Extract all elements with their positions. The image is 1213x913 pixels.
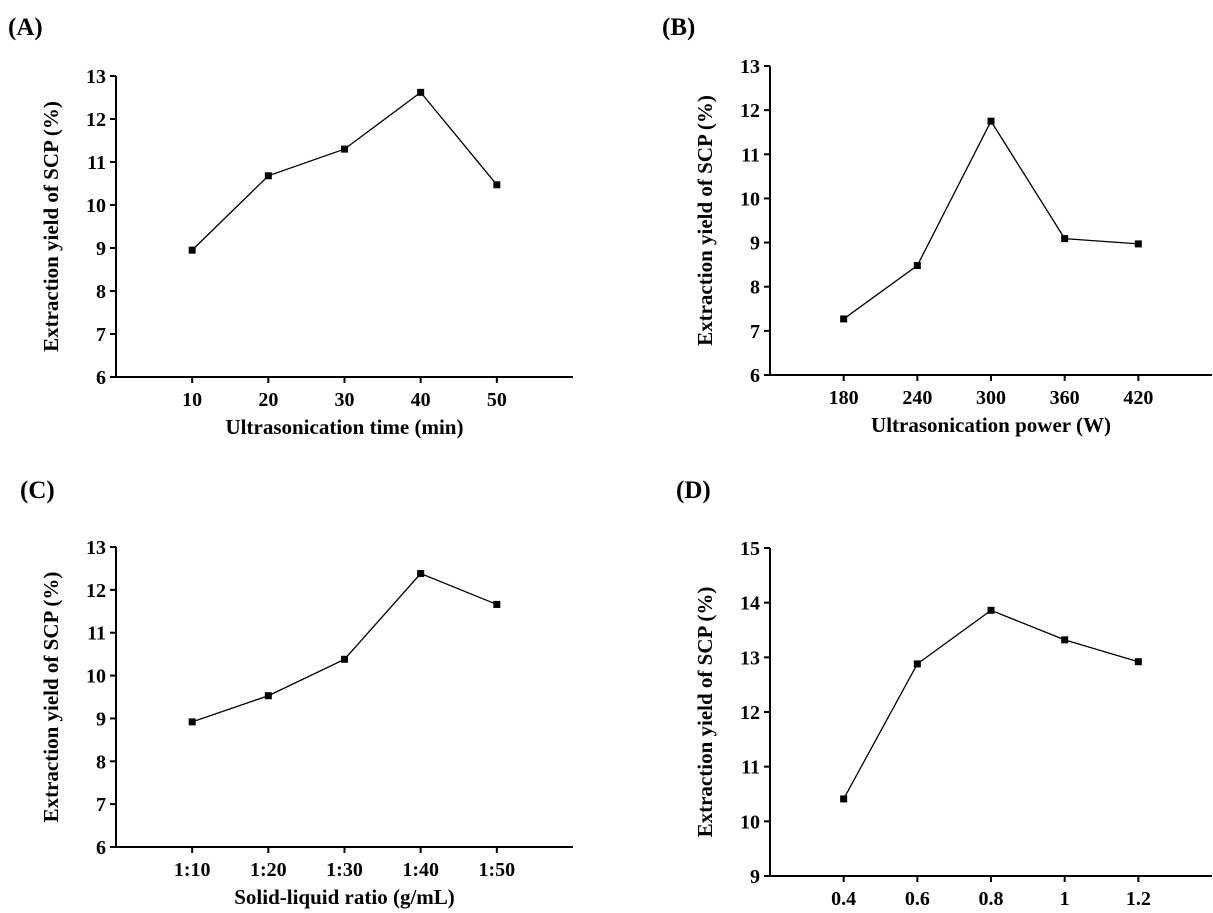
y-tick-label: 9 [750, 233, 760, 255]
y-tick-label: 8 [750, 277, 760, 299]
y-tick-label: 6 [96, 837, 106, 859]
x-tick-label: 10 [182, 389, 202, 411]
x-axis-title: Ultrasonication time (min) [226, 415, 464, 439]
y-tick-label: 13 [740, 56, 760, 78]
chart-panel: (A) 6 7 8 9 10 11 12 13 10 20 30 40 50 Ultrasonication… [8, 14, 573, 439]
data-point [1061, 636, 1069, 644]
series-line [843, 609, 1139, 800]
y-tick-label: 12 [740, 100, 760, 122]
y-axis-title: Extraction yield of SCP (%) [693, 95, 717, 346]
y-tick-label: 13 [740, 647, 760, 669]
y-tick-label: 12 [86, 109, 106, 131]
data-point [840, 795, 848, 803]
y-tick-label: 7 [750, 321, 760, 343]
x-tick-label: 1.2 [1126, 888, 1151, 910]
y-tick-label: 10 [740, 188, 760, 210]
y-tick-label: 9 [96, 708, 106, 730]
y-tick-label: 11 [741, 757, 760, 779]
panel-label: (B) [662, 14, 695, 41]
x-axis-title: Ultrasonication power (W) [871, 413, 1111, 437]
y-axis-title: Extraction yield of SCP (%) [39, 572, 63, 823]
panel-label: (D) [676, 477, 711, 504]
panel-label: (C) [20, 477, 55, 504]
y-tick-label: 12 [86, 580, 106, 602]
y-tick-label: 10 [740, 811, 760, 833]
y-tick-label: 12 [740, 702, 760, 724]
x-tick-label: 40 [411, 389, 431, 411]
data-point [493, 600, 501, 608]
y-axis-title: Extraction yield of SCP (%) [39, 101, 63, 352]
y-tick-label: 7 [96, 324, 106, 346]
x-tick-label: 300 [976, 387, 1006, 409]
data-point [1134, 658, 1142, 666]
chart-panel: (C) 6 7 8 9 10 11 12 13 1:10 1:20 1:30 1:40 1:50 Solid… [20, 477, 573, 909]
y-tick-label: 6 [750, 365, 760, 387]
data-point [1134, 240, 1142, 248]
y-tick-label: 10 [86, 666, 106, 688]
x-tick-label: 1:30 [326, 859, 363, 881]
x-tick-label: 20 [258, 389, 278, 411]
y-tick-label: 15 [740, 538, 760, 560]
data-point [417, 570, 425, 578]
series-line [843, 119, 1139, 320]
y-tick-label: 11 [87, 152, 106, 174]
y-tick-label: 13 [86, 537, 106, 559]
series-line [191, 91, 498, 251]
panel-label: (A) [8, 14, 43, 41]
data-point [987, 606, 995, 614]
data-point [341, 655, 348, 663]
x-axis-title: Solid-liquid ratio (g/mL) [234, 885, 455, 909]
chart-panel: (B) 6 7 8 9 10 11 12 13 180 240 300 360 420 Ultrasonic… [662, 14, 1212, 437]
y-tick-label: 6 [96, 367, 106, 389]
x-tick-label: 360 [1050, 387, 1080, 409]
y-axis-title: Extraction yield of SCP (%) [693, 587, 717, 838]
y-tick-label: 9 [96, 238, 106, 260]
x-tick-label: 0.8 [979, 888, 1004, 910]
x-tick-label: 0.6 [905, 888, 930, 910]
x-tick-label: 0.4 [831, 888, 856, 910]
x-tick-label: 1 [1060, 888, 1070, 910]
y-tick-label: 14 [740, 593, 760, 615]
data-point [341, 145, 348, 153]
y-tick-label: 13 [86, 66, 106, 88]
x-tick-label: 1:40 [402, 859, 439, 881]
x-tick-label: 30 [335, 389, 355, 411]
x-tick-label: 1:50 [478, 859, 515, 881]
data-point [493, 181, 501, 189]
y-tick-label: 10 [86, 195, 106, 217]
x-tick-label: 180 [829, 387, 859, 409]
data-point [264, 172, 272, 180]
y-tick-label: 9 [750, 866, 760, 888]
y-tick-label: 7 [96, 794, 106, 816]
data-point [188, 718, 196, 726]
x-tick-label: 240 [902, 387, 932, 409]
data-point [987, 117, 995, 125]
y-tick-label: 8 [96, 751, 106, 773]
data-point [913, 660, 921, 668]
y-tick-label: 11 [741, 144, 760, 166]
x-tick-label: 420 [1123, 387, 1153, 409]
data-point [417, 88, 425, 96]
y-tick-label: 11 [87, 623, 106, 645]
data-point [840, 315, 848, 323]
data-point [188, 246, 196, 254]
data-point [264, 692, 272, 700]
x-tick-label: 1:20 [250, 859, 287, 881]
y-tick-label: 8 [96, 281, 106, 303]
x-tick-label: 1:10 [174, 859, 211, 881]
series-line [191, 572, 498, 723]
x-tick-label: 50 [487, 389, 507, 411]
data-point [1061, 235, 1069, 243]
data-point [913, 262, 921, 270]
